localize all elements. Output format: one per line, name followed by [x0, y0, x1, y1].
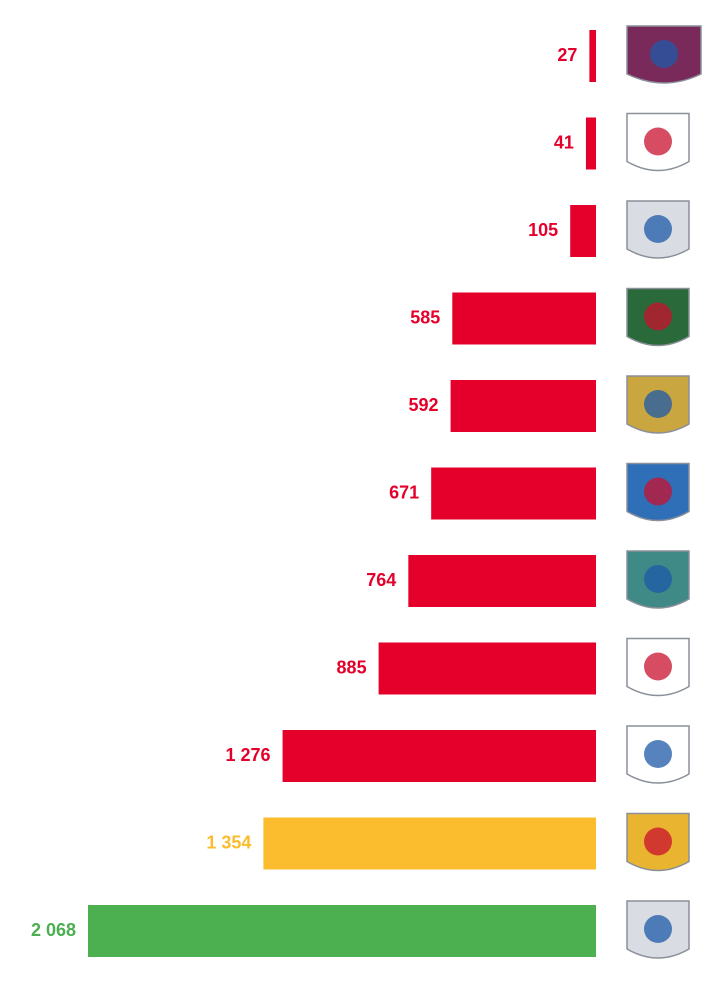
value-label: 41 — [554, 132, 574, 152]
coat-of-arms-emblem — [644, 303, 672, 331]
bar — [283, 730, 596, 782]
bar — [379, 643, 596, 695]
value-label: 105 — [528, 220, 558, 240]
bar — [570, 205, 596, 257]
bar — [88, 905, 596, 957]
coat-of-arms-emblem — [650, 40, 678, 68]
coat-of-arms-emblem — [644, 915, 672, 943]
bar — [408, 555, 596, 607]
coat-of-arms-emblem — [644, 653, 672, 681]
value-label: 671 — [389, 482, 419, 502]
bar — [431, 468, 596, 520]
coat-of-arms-emblem — [644, 390, 672, 418]
coat-of-arms-emblem — [644, 565, 672, 593]
bar — [451, 380, 596, 432]
bar — [586, 118, 596, 170]
bar — [452, 293, 596, 345]
value-label: 764 — [366, 570, 396, 590]
coat-of-arms-emblem — [644, 478, 672, 506]
value-label: 27 — [557, 45, 577, 65]
page: 27411055855926717648851 2761 3542 068 ((… — [0, 0, 702, 983]
value-label: 1 276 — [226, 745, 271, 765]
bar — [263, 818, 596, 870]
value-label: 885 — [337, 657, 367, 677]
value-label: 585 — [410, 307, 440, 327]
coat-of-arms-emblem — [644, 215, 672, 243]
chart: 27 41 105 585 592 671 764 885 1 276 1 354 2 068 — [0, 0, 702, 983]
value-label: 1 354 — [206, 832, 251, 852]
coat-of-arms-emblem — [644, 740, 672, 768]
coat-of-arms-emblem — [644, 828, 672, 856]
coat-of-arms-emblem — [644, 128, 672, 156]
bar — [589, 30, 596, 82]
value-label: 592 — [409, 395, 439, 415]
value-label: 2 068 — [31, 920, 76, 940]
